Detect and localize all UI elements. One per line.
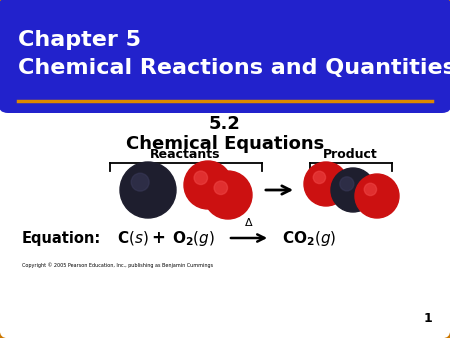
Text: $\Delta$: $\Delta$ (244, 216, 254, 228)
Text: 5.2: 5.2 (209, 115, 241, 133)
Text: Copyright © 2005 Pearson Education, Inc., publishing as Benjamin Cummings: Copyright © 2005 Pearson Education, Inc.… (22, 262, 213, 268)
Text: Product: Product (323, 148, 378, 162)
Bar (8, 85, 442, 103)
Circle shape (204, 171, 252, 219)
Circle shape (304, 162, 348, 206)
FancyBboxPatch shape (0, 0, 450, 113)
Text: Chemical Reactions and Quantities: Chemical Reactions and Quantities (18, 58, 450, 78)
Text: Equation:: Equation: (22, 231, 101, 245)
Text: Reactants: Reactants (150, 148, 220, 162)
Text: $\mathbf{O_2}$$(g)$: $\mathbf{O_2}$$(g)$ (172, 228, 215, 247)
Text: +: + (151, 229, 165, 247)
Circle shape (340, 177, 354, 191)
Circle shape (184, 161, 232, 209)
Text: Chemical Equations: Chemical Equations (126, 135, 324, 153)
Circle shape (214, 181, 228, 195)
Circle shape (120, 162, 176, 218)
Circle shape (131, 173, 149, 191)
Text: $\mathbf{CO_2}$$(g)$: $\mathbf{CO_2}$$(g)$ (282, 228, 337, 247)
Circle shape (313, 171, 325, 184)
Circle shape (355, 174, 399, 218)
Text: Chapter 5: Chapter 5 (18, 30, 141, 50)
Text: $\mathbf{C}$$(s)$: $\mathbf{C}$$(s)$ (117, 229, 148, 247)
Circle shape (364, 183, 377, 196)
Circle shape (194, 171, 207, 185)
Circle shape (331, 168, 375, 212)
Text: 1: 1 (423, 312, 432, 324)
